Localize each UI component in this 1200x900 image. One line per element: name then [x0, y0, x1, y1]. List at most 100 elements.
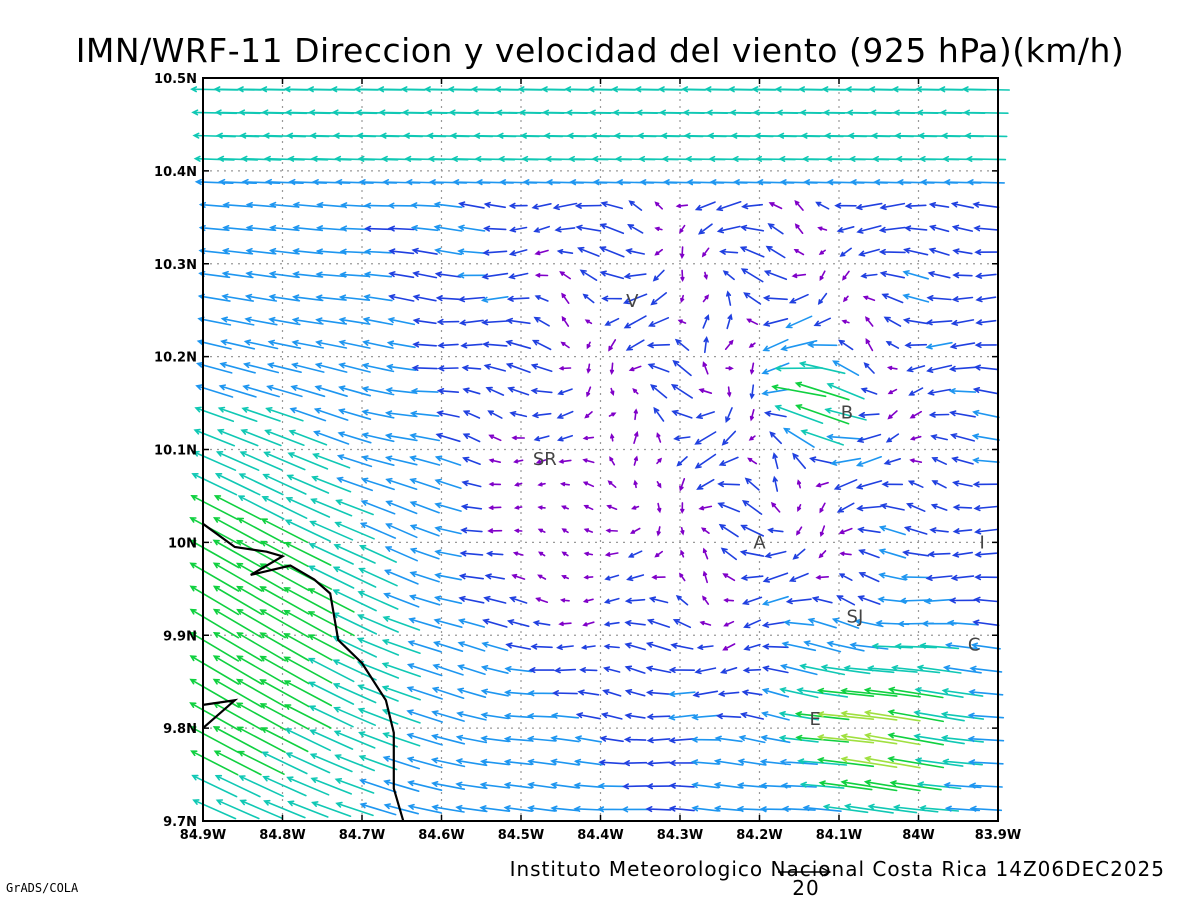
- wind-vector: [259, 679, 310, 708]
- wind-vector: [808, 456, 836, 465]
- wind-vector: [245, 224, 277, 232]
- wind-vector: [871, 643, 913, 650]
- wind-vector: [218, 384, 257, 398]
- wind-vector: [534, 249, 549, 256]
- wind-vector: [383, 779, 420, 792]
- institution-footer: Instituto Meteorologico Nacional Costa R…: [510, 857, 1165, 881]
- wind-vector: [840, 756, 898, 768]
- wind-vector: [668, 691, 696, 698]
- wind-vector: [409, 478, 441, 490]
- wind-vector: [675, 203, 689, 209]
- grads-credit: GrADS/COLA: [6, 881, 79, 895]
- wind-vector: [193, 428, 236, 447]
- wind-vector: [241, 178, 281, 185]
- wind-vector: [455, 734, 488, 744]
- wind-vector: [879, 202, 906, 211]
- wind-vector: [654, 226, 663, 231]
- wind-vector: [972, 387, 999, 395]
- wind-vector: [383, 569, 419, 585]
- wind-vector: [189, 608, 240, 639]
- wind-vector: [791, 273, 807, 279]
- wind-vector: [695, 411, 715, 419]
- wind-vector: [916, 781, 962, 790]
- wind-vector: [290, 362, 325, 373]
- wind-vector: [264, 429, 305, 446]
- wind-vector: [527, 781, 556, 789]
- wind-vector: [818, 550, 827, 559]
- wind-vector: [431, 733, 466, 745]
- wind-vector: [266, 362, 302, 373]
- wind-vector: [361, 409, 395, 419]
- y-tick-label: 10N: [168, 536, 197, 551]
- wind-vector: [886, 365, 898, 371]
- reference-vector: 20: [778, 867, 832, 900]
- wind-vector: [725, 407, 733, 424]
- wind-vector: [672, 359, 692, 377]
- wind-vector: [764, 550, 787, 559]
- wind-vector: [633, 430, 639, 444]
- wind-vector: [838, 339, 854, 351]
- wind-vector: [650, 292, 667, 306]
- wind-vector: [741, 689, 763, 696]
- wind-vector: [308, 543, 354, 565]
- wind-vector: [913, 733, 965, 745]
- wind-vector: [236, 632, 286, 662]
- wind-vector: [526, 713, 557, 720]
- wind-vector: [262, 473, 307, 495]
- wind-vector: [623, 315, 647, 329]
- wind-vector: [680, 269, 685, 283]
- wind-vector: [458, 201, 485, 209]
- wind-vector: [792, 548, 806, 560]
- wind-vector: [433, 224, 463, 232]
- wind-vector: [603, 621, 620, 627]
- wind-vector: [668, 805, 695, 812]
- wind-vector: [696, 644, 714, 650]
- wind-vector: [867, 803, 918, 814]
- wind-vector: [885, 341, 900, 349]
- wind-vector: [908, 387, 924, 396]
- wind-vector: [530, 363, 553, 373]
- wind-vector: [364, 202, 392, 209]
- wind-vector: [670, 642, 694, 650]
- wind-vector: [863, 709, 921, 722]
- wind-vector: [679, 572, 686, 582]
- wind-vector: [952, 504, 973, 511]
- wind-vector: [824, 407, 867, 421]
- wind-vector: [722, 643, 736, 651]
- wind-vector: [624, 620, 646, 627]
- wind-vector: [410, 388, 439, 395]
- wind-vector: [411, 247, 438, 255]
- wind-vector: [862, 295, 876, 302]
- wind-vector: [972, 201, 1000, 209]
- wind-vector: [673, 435, 691, 442]
- wind-vector: [406, 686, 443, 700]
- wind-vector: [746, 318, 759, 325]
- wind-vector: [268, 294, 301, 302]
- wind-vector: [599, 223, 625, 235]
- wind-vector: [951, 224, 974, 232]
- wind-vector: [702, 294, 710, 303]
- wind-vector: [483, 201, 506, 209]
- wind-vector: [333, 730, 376, 749]
- wind-vector: [743, 619, 762, 629]
- wind-vector: [505, 339, 532, 350]
- wind-vector: [907, 480, 924, 488]
- wind-vector: [692, 690, 719, 698]
- wind-vector: [714, 735, 743, 743]
- wind-vector: [362, 339, 394, 349]
- wind-vector: [818, 249, 826, 255]
- wind-vector: [680, 294, 685, 304]
- wind-vector: [701, 247, 710, 258]
- wind-vector: [771, 384, 827, 398]
- wind-vector: [760, 711, 790, 721]
- wind-vector: [222, 225, 253, 232]
- wind-vector: [863, 732, 921, 746]
- wind-vector: [831, 617, 860, 629]
- wind-vector: [214, 473, 261, 496]
- wind-vector: [610, 433, 615, 442]
- wind-vector: [702, 361, 709, 375]
- wind-vector: [462, 456, 481, 465]
- wind-vector: [513, 505, 523, 510]
- wind-vector: [307, 611, 355, 637]
- wind-vector: [889, 780, 942, 791]
